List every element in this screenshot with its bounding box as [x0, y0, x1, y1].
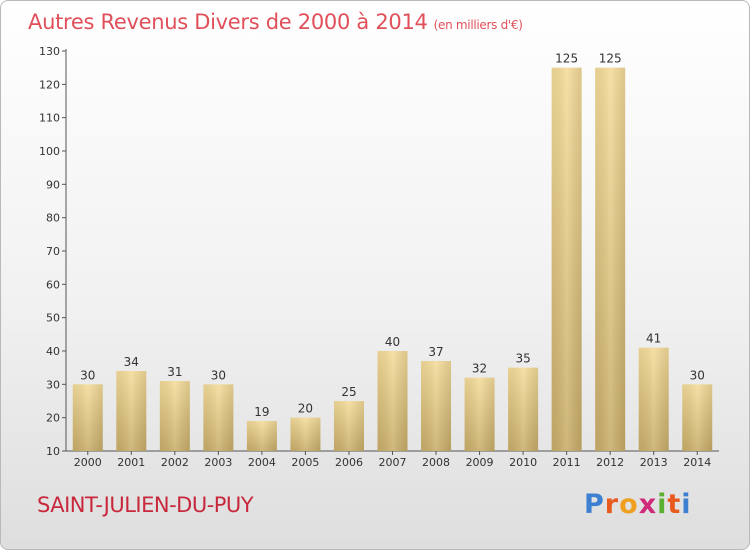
- bar-value-label: 40: [385, 335, 400, 349]
- bar-value-label: 31: [167, 365, 182, 379]
- y-tick-label: 70: [46, 245, 60, 258]
- bar-value-label: 25: [341, 385, 356, 399]
- y-tick-label: 20: [46, 412, 60, 425]
- y-tick-label: 100: [39, 145, 60, 158]
- x-tick-label: 2014: [683, 456, 711, 469]
- bar-shade: [246, 421, 277, 451]
- x-tick-label: 2010: [509, 456, 537, 469]
- town-name: SAINT-JULIEN-DU-PUY: [37, 493, 254, 517]
- x-tick-label: 2012: [596, 456, 624, 469]
- bar-shade: [421, 361, 452, 451]
- x-tick-label: 2000: [74, 456, 102, 469]
- bar-shade: [116, 371, 147, 451]
- y-tick-label: 130: [39, 45, 60, 58]
- bar-shade: [290, 417, 321, 451]
- axes: 10 20 30 40 50 60 70 80 90 100 110 120 130: [39, 45, 719, 458]
- y-tick-label: 80: [46, 212, 60, 225]
- bar-shade: [551, 67, 582, 452]
- x-tick-label: 2002: [161, 456, 189, 469]
- bar-value-label: 125: [599, 52, 622, 66]
- bar-value-label: 30: [211, 368, 226, 382]
- x-tick-label: 2006: [335, 456, 363, 469]
- bar-shade: [159, 381, 190, 451]
- x-tick-label: 2011: [553, 456, 581, 469]
- bar-value-label: 34: [124, 355, 139, 369]
- bar-value-label: 32: [472, 362, 487, 376]
- y-tick-label: 90: [46, 178, 60, 191]
- bar-shade: [508, 367, 539, 451]
- bar-shade: [72, 384, 103, 451]
- y-tick-label: 110: [39, 112, 60, 125]
- x-tick-label: 2008: [422, 456, 450, 469]
- bar-shade: [638, 347, 669, 451]
- x-tick-label: 2001: [117, 456, 145, 469]
- x-tick-label: 2007: [379, 456, 407, 469]
- x-tick-label: 2013: [640, 456, 668, 469]
- logo-letter: t: [667, 489, 682, 520]
- x-tick-label: 2009: [466, 456, 494, 469]
- bar-shade: [682, 384, 713, 451]
- x-tick-label: 2005: [291, 456, 319, 469]
- bar-shade: [377, 351, 408, 451]
- bar-shade: [333, 401, 364, 451]
- x-tick-label: 2004: [248, 456, 276, 469]
- y-tick-label: 10: [46, 445, 60, 458]
- bar-shade: [595, 67, 626, 452]
- logo-letter: r: [604, 489, 620, 520]
- y-tick-label: 60: [46, 278, 60, 291]
- labels: 2000 30 2001 34 2002 31 2003 30 2004 19 2005 20 2006…: [74, 52, 711, 469]
- proxiti-logo[interactable]: Proxiti: [584, 489, 692, 520]
- bar-value-label: 41: [646, 332, 661, 346]
- bar-value-label: 20: [298, 402, 313, 416]
- chart-title-text: Autres Revenus Divers de 2000 à 2014: [28, 10, 428, 34]
- bar-value-label: 37: [428, 345, 443, 359]
- y-tick-label: 120: [39, 78, 60, 91]
- logo-letter: i: [657, 489, 668, 520]
- bar-shade: [464, 377, 495, 451]
- y-tick-label: 40: [46, 345, 60, 358]
- logo-letter: x: [638, 489, 658, 520]
- logo-letter: i: [681, 489, 692, 520]
- chart-title: Autres Revenus Divers de 2000 à 2014 (en …: [28, 10, 523, 34]
- bar-value-label: 30: [80, 368, 95, 382]
- bar-value-label: 35: [515, 352, 530, 366]
- y-tick-label: 50: [46, 312, 60, 325]
- chart-title-unit: (en milliers d'€): [433, 18, 523, 32]
- y-tick-label: 30: [46, 378, 60, 391]
- x-tick-label: 2003: [204, 456, 232, 469]
- bar-value-label: 125: [555, 52, 578, 66]
- bar-value-label: 30: [690, 368, 705, 382]
- logo-letter: P: [584, 489, 605, 520]
- bars: [72, 67, 713, 452]
- bar-shade: [203, 384, 234, 451]
- logo-letter: o: [619, 489, 639, 520]
- bar-value-label: 19: [254, 405, 269, 419]
